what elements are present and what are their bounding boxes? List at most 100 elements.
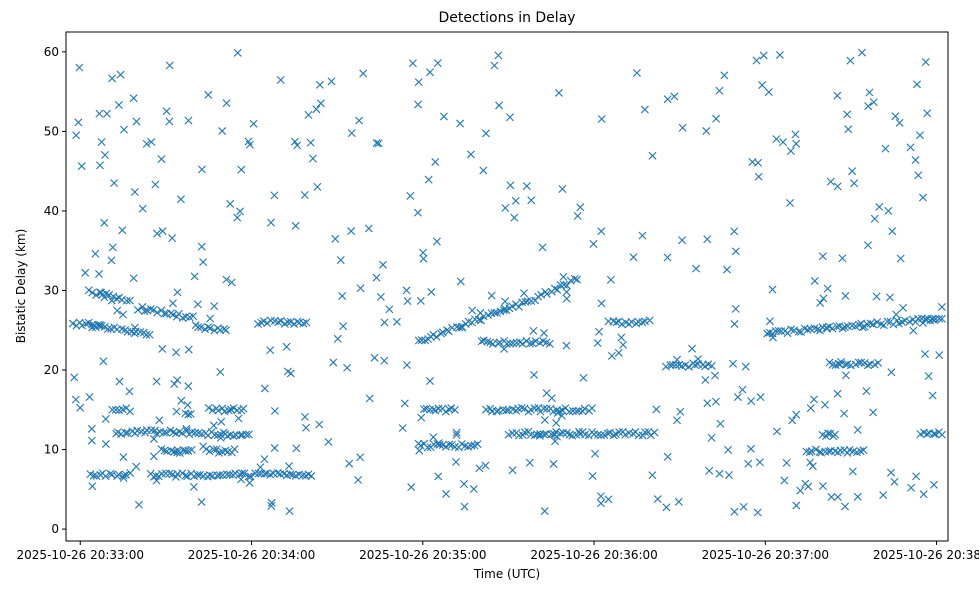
data-point-marker <box>765 317 774 326</box>
data-point-marker <box>733 393 742 402</box>
data-point-marker <box>792 501 801 510</box>
data-point-marker <box>274 318 283 327</box>
data-point-marker <box>354 475 363 484</box>
data-point-marker <box>197 165 206 174</box>
data-point-marker <box>215 471 224 480</box>
data-point-marker <box>245 478 254 487</box>
data-point-marker <box>157 155 166 164</box>
data-point-marker <box>490 308 499 317</box>
data-point-marker <box>539 404 548 413</box>
data-point-marker <box>909 326 918 335</box>
data-point-marker <box>562 288 571 297</box>
data-point-marker <box>579 373 588 382</box>
data-point-marker <box>72 131 81 140</box>
data-point-marker <box>597 431 606 440</box>
data-point-marker <box>237 475 246 484</box>
data-point-marker <box>313 182 322 191</box>
data-point-marker <box>857 48 866 57</box>
data-point-marker <box>542 404 551 413</box>
data-point-marker <box>499 306 508 315</box>
data-point-marker <box>501 297 510 306</box>
data-point-marker <box>476 316 485 325</box>
data-point-marker <box>78 321 87 330</box>
data-point-marker <box>562 294 571 303</box>
data-point-marker <box>913 80 922 89</box>
data-points <box>68 48 946 517</box>
data-point-marker <box>102 109 111 118</box>
data-point-marker <box>510 213 519 222</box>
data-point-marker <box>722 265 731 274</box>
data-point-marker <box>216 368 225 376</box>
data-point-marker <box>887 468 896 477</box>
data-point-marker <box>794 327 803 336</box>
data-point-marker <box>911 156 920 165</box>
data-point-marker <box>407 483 416 492</box>
data-point-marker <box>888 227 897 236</box>
y-axis: 0 10 20 30 40 50 60 <box>44 45 66 536</box>
data-point-marker <box>540 507 549 516</box>
data-point-marker <box>617 320 626 329</box>
data-point-marker <box>550 284 559 293</box>
data-point-marker <box>293 141 302 150</box>
data-point-marker <box>270 191 279 200</box>
data-point-marker <box>133 305 142 314</box>
data-point-marker <box>97 321 106 330</box>
data-point-marker <box>419 405 428 414</box>
data-point-marker <box>502 406 511 415</box>
data-point-marker <box>929 429 938 438</box>
data-point-marker <box>891 112 900 121</box>
data-point-marker <box>307 471 316 480</box>
data-point-marker <box>122 296 131 305</box>
data-point-marker <box>206 314 215 323</box>
data-point-marker <box>84 286 93 295</box>
data-point-marker <box>331 234 340 243</box>
data-point-marker <box>673 416 682 425</box>
data-point-marker <box>189 312 198 321</box>
data-point-marker <box>205 471 214 480</box>
data-point-marker <box>434 404 443 413</box>
data-point-marker <box>531 337 540 346</box>
data-point-marker <box>850 179 859 188</box>
data-point-marker <box>189 482 198 491</box>
data-point-marker <box>527 196 536 205</box>
data-point-marker <box>364 224 373 233</box>
data-point-marker <box>99 357 108 366</box>
data-point-marker <box>126 469 135 478</box>
data-point-marker <box>703 399 712 408</box>
data-point-marker <box>841 371 850 380</box>
data-point-marker <box>266 218 275 227</box>
data-point-marker <box>239 404 248 413</box>
data-point-marker <box>772 135 781 144</box>
data-point-marker <box>818 252 827 261</box>
data-point-marker <box>924 372 933 381</box>
data-point-marker <box>715 469 724 478</box>
data-point-marker <box>830 430 839 439</box>
data-point-marker <box>270 444 279 453</box>
data-point-marker <box>105 291 114 300</box>
data-point-marker <box>495 338 504 347</box>
data-point-marker <box>169 428 178 437</box>
data-point-marker <box>772 427 781 436</box>
data-point-marker <box>284 462 293 471</box>
data-point-marker <box>879 491 888 500</box>
data-point-marker <box>184 382 193 391</box>
data-point-marker <box>87 424 96 433</box>
data-point-marker <box>107 296 116 305</box>
data-point-marker <box>370 353 379 362</box>
data-point-marker <box>324 437 333 446</box>
data-point-marker <box>810 276 819 285</box>
data-point-marker <box>119 471 128 480</box>
data-point-marker <box>204 90 213 99</box>
x-tick-label: 2025-10-26 20:33:00 <box>17 548 144 562</box>
data-point-marker <box>439 112 448 121</box>
data-point-marker <box>866 319 875 328</box>
data-point-marker <box>283 367 292 376</box>
data-point-marker <box>329 358 338 367</box>
data-point-marker <box>119 474 128 482</box>
data-point-marker <box>445 440 454 449</box>
data-point-marker <box>552 418 561 427</box>
data-point-marker <box>108 405 117 414</box>
data-point-marker <box>432 332 441 341</box>
data-point-marker <box>333 334 342 343</box>
data-point-marker <box>568 406 577 415</box>
